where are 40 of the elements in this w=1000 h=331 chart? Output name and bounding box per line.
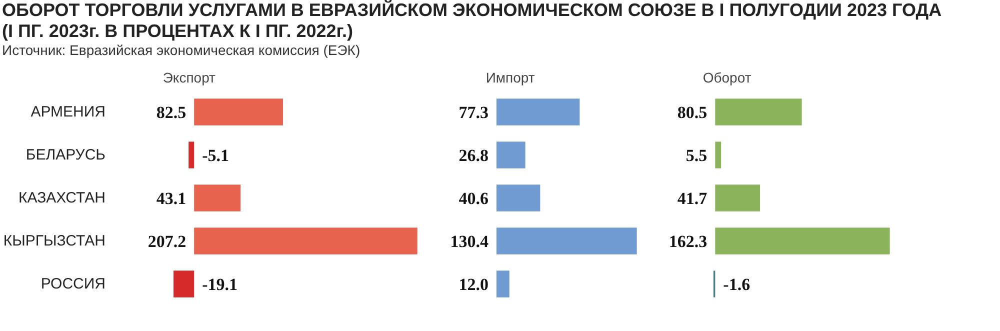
data-label: 162.3 xyxy=(668,232,708,251)
y-tick-label: РОССИЯ xyxy=(40,276,106,292)
series-label: Импорт xyxy=(486,70,536,86)
data-label: 41.7 xyxy=(677,189,708,208)
y-tick-label: КАЗАХСТАН xyxy=(18,190,106,206)
bar xyxy=(496,142,526,168)
bar xyxy=(188,142,194,168)
bar xyxy=(194,184,241,212)
bar xyxy=(715,98,802,126)
bar xyxy=(174,270,194,298)
data-label: 82.5 xyxy=(156,103,186,122)
data-label: 5.5 xyxy=(686,146,708,165)
data-label: -19.1 xyxy=(202,275,238,294)
bar xyxy=(496,98,580,126)
data-label: 130.4 xyxy=(450,232,489,251)
bar xyxy=(194,228,418,254)
y-tick-label: БЕЛАРУСЬ xyxy=(26,146,106,164)
y-tick-label: КЫРГЫЗСТАН xyxy=(3,232,106,250)
bar xyxy=(715,142,722,168)
bar xyxy=(496,184,540,212)
data-label: -1.6 xyxy=(723,275,750,294)
series-label: Экспорт xyxy=(162,70,216,86)
data-label: 207.2 xyxy=(148,232,186,251)
data-label: 12.0 xyxy=(458,275,488,294)
bar xyxy=(715,184,760,212)
bar xyxy=(194,98,283,126)
data-label: 80.5 xyxy=(677,103,708,122)
bar xyxy=(496,228,637,254)
bar xyxy=(715,228,890,254)
chart-subtitle: (I ПГ. 2023г. В ПРОЦЕНТАХ К I ПГ. 2022г.) xyxy=(2,21,354,42)
data-label: 40.6 xyxy=(458,189,488,208)
data-label: -5.1 xyxy=(202,146,230,165)
data-label: 26.8 xyxy=(458,146,488,165)
y-tick-label: АРМЕНИЯ xyxy=(30,104,106,120)
data-label: 43.1 xyxy=(156,189,186,208)
series-label: Оборот xyxy=(702,70,752,86)
text: ОБОРОТ ТОРГОВЛИ УСЛУГАМИ В ЕВРАЗИЙСКОМ ЭКОНОМИЧЕСКОМ СОЮЗЕ В I ПОЛУГОДИИ 2023 ГОДА xyxy=(2,0,942,21)
data-label: 77.3 xyxy=(458,103,488,122)
text: Источник: Евразийская экономическая комиссия (ЕЭК) xyxy=(2,42,362,58)
bar xyxy=(496,270,510,298)
